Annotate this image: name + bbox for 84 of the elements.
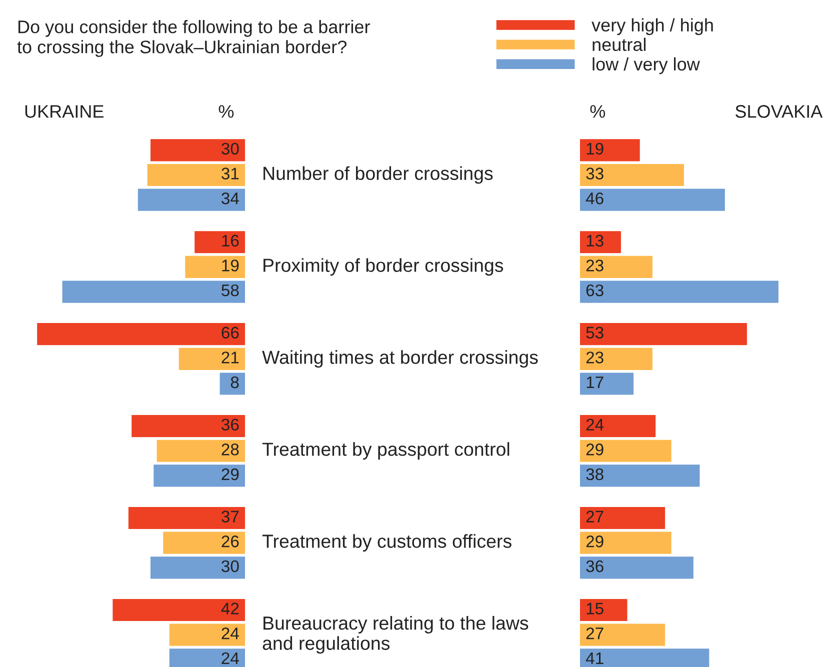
bar xyxy=(580,415,656,438)
bar xyxy=(194,231,245,254)
legend-label: low / very low xyxy=(592,57,700,74)
category-label: Proximity of border crossings xyxy=(264,258,504,276)
data-label: 24 xyxy=(586,418,604,430)
bar xyxy=(580,280,778,303)
bar xyxy=(580,372,634,395)
legend-label: neutral xyxy=(592,38,646,52)
data-label: 29 xyxy=(586,444,604,456)
data-label: 19 xyxy=(586,142,604,155)
data-label: 23 xyxy=(586,352,604,364)
data-label: 23 xyxy=(586,260,604,272)
category-label: Treatment by passport control xyxy=(262,442,510,460)
data-label: 8 xyxy=(230,376,239,388)
legend-label: very high / high xyxy=(592,18,713,36)
data-label: 66 xyxy=(222,326,239,339)
bar xyxy=(580,440,672,462)
bar xyxy=(580,231,621,254)
data-label: 38 xyxy=(586,468,604,480)
data-label: 36 xyxy=(586,560,604,572)
data-label: 27 xyxy=(586,510,604,522)
category-label: Treatment by customs officers xyxy=(262,534,512,552)
data-label: 53 xyxy=(586,326,604,339)
bar xyxy=(580,556,694,579)
data-label: 21 xyxy=(222,352,239,364)
x-axis-title: % xyxy=(590,105,606,118)
data-label: 31 xyxy=(222,168,239,180)
data-label: 16 xyxy=(222,234,239,247)
data-label: 24 xyxy=(222,652,239,664)
bar xyxy=(178,348,245,370)
data-label: 58 xyxy=(222,284,239,296)
data-label: 15 xyxy=(586,602,604,614)
bar xyxy=(580,188,725,211)
bar xyxy=(580,323,747,346)
bar xyxy=(580,506,666,530)
data-label: 42 xyxy=(221,602,239,614)
bar xyxy=(128,506,245,530)
data-label: 26 xyxy=(222,536,239,548)
category-label: Number of border crossings xyxy=(264,166,493,184)
category-label: Bureaucracy relating to the laws and regulations xyxy=(262,616,528,654)
chart-title: UKRAINE xyxy=(25,105,104,118)
bar xyxy=(580,532,672,554)
bar xyxy=(156,440,245,462)
bar xyxy=(37,323,245,346)
data-label: 30 xyxy=(222,560,239,572)
data-label: 19 xyxy=(222,260,239,272)
bar xyxy=(112,598,245,622)
bar xyxy=(580,598,628,622)
data-label: 17 xyxy=(586,376,604,388)
data-label: 13 xyxy=(586,234,604,247)
x-axis-title: % xyxy=(218,105,234,118)
bar xyxy=(185,256,245,278)
data-label: 27 xyxy=(586,627,604,640)
bar xyxy=(62,280,245,303)
bar xyxy=(580,164,684,186)
data-label: 24 xyxy=(222,627,239,640)
bar xyxy=(580,348,652,370)
bar xyxy=(580,624,666,646)
bar xyxy=(154,464,245,487)
bar xyxy=(150,139,245,162)
chart-title: SLOVAKIA xyxy=(735,105,823,118)
data-label: 46 xyxy=(586,192,604,204)
bar xyxy=(147,164,245,186)
data-label: 28 xyxy=(222,444,239,456)
bar xyxy=(580,139,640,162)
data-label: 33 xyxy=(586,168,604,180)
data-label: 34 xyxy=(222,192,239,204)
bar xyxy=(132,415,245,438)
data-label: 29 xyxy=(222,468,239,480)
bar xyxy=(138,188,245,211)
bar xyxy=(163,532,245,554)
data-label: 41 xyxy=(586,652,604,664)
text: Do you consider the following to be a barrier to crossing the Slovak–Ukrainian border? xyxy=(17,20,370,57)
data-label: 63 xyxy=(586,284,604,296)
data-label: 37 xyxy=(222,510,239,522)
data-label: 36 xyxy=(222,418,239,431)
bar xyxy=(150,556,245,579)
bar xyxy=(580,464,700,487)
bar xyxy=(169,624,245,646)
bar xyxy=(220,372,245,395)
data-label: 29 xyxy=(586,536,604,548)
data-label: 30 xyxy=(222,142,239,155)
bar xyxy=(580,256,652,278)
category-label: Waiting times at border crossings xyxy=(262,350,538,368)
